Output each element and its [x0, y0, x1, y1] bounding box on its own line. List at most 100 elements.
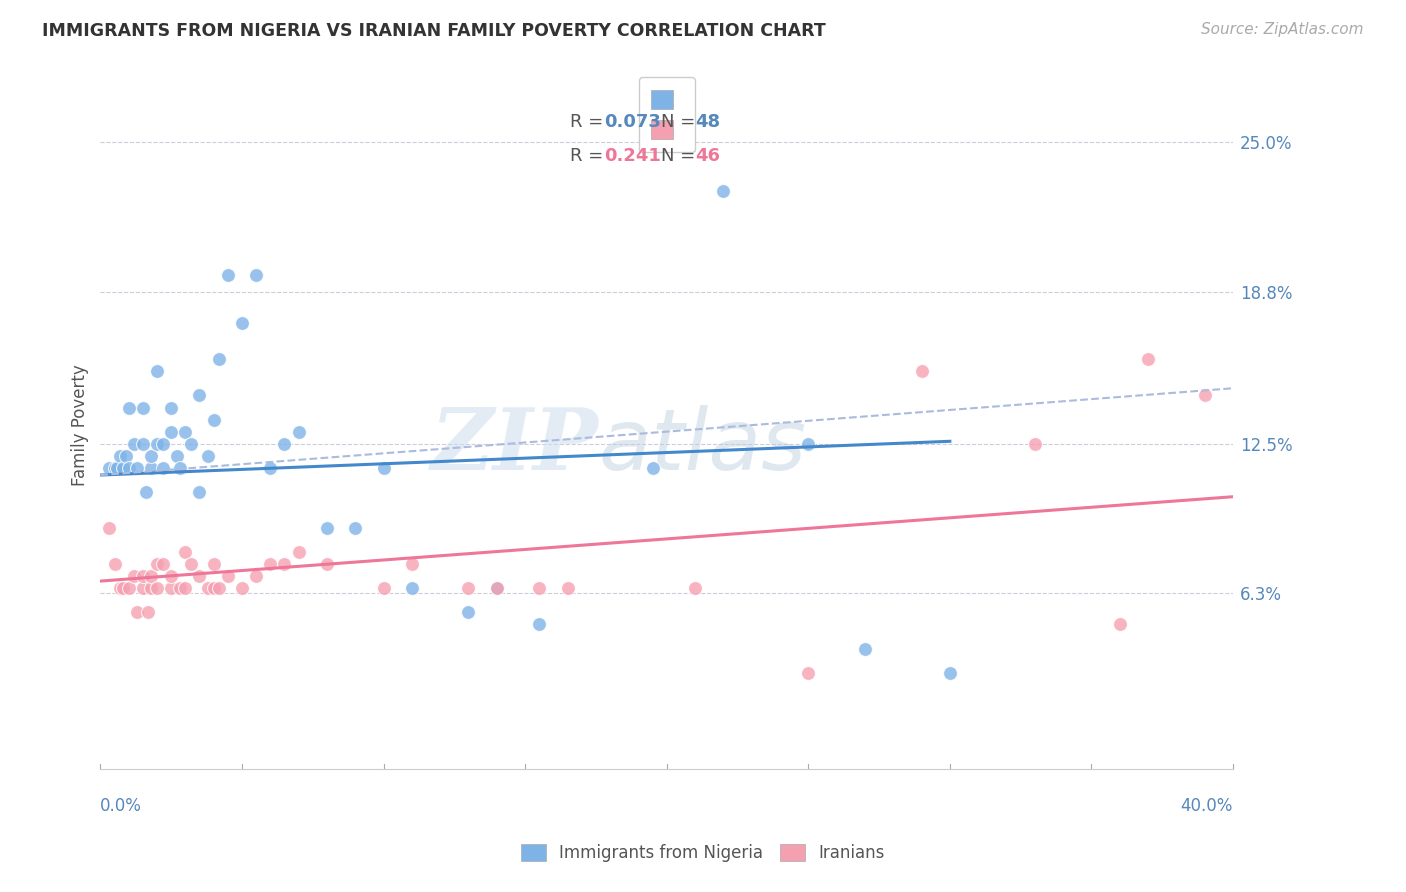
Point [118, 401, 141, 415]
Point [141, 460, 163, 475]
Point [197, 449, 219, 463]
Point [160, 582, 183, 596]
Point [315, 521, 337, 535]
Point [401, 582, 423, 596]
Text: atlas: atlas [599, 405, 807, 488]
Point [529, 582, 551, 596]
Point [683, 582, 706, 596]
Y-axis label: Family Poverty: Family Poverty [72, 365, 89, 486]
Point [124, 436, 146, 450]
Text: Source: ZipAtlas.com: Source: ZipAtlas.com [1201, 22, 1364, 37]
Point [180, 558, 202, 572]
Point [208, 352, 231, 367]
Point [373, 582, 395, 596]
Point [111, 460, 134, 475]
Point [273, 436, 295, 450]
Legend: , : , [638, 78, 695, 153]
Point [124, 569, 146, 583]
Point [132, 436, 155, 450]
Point [202, 582, 225, 596]
Point [132, 401, 155, 415]
Text: IMMIGRANTS FROM NIGERIA VS IRANIAN FAMILY POVERTY CORRELATION CHART: IMMIGRANTS FROM NIGERIA VS IRANIAN FAMIL… [42, 22, 825, 40]
Point [197, 582, 219, 596]
Text: 40.0%: 40.0% [1181, 797, 1233, 814]
Point [202, 412, 225, 426]
Point [641, 460, 664, 475]
Point [401, 558, 423, 572]
Point [174, 545, 197, 559]
Point [217, 569, 239, 583]
Text: R =: R = [571, 113, 609, 131]
Point [97, 521, 120, 535]
Point [103, 558, 125, 572]
Text: R =: R = [571, 147, 609, 165]
Point [152, 558, 174, 572]
Point [169, 582, 191, 596]
Text: 0.241: 0.241 [605, 147, 661, 165]
Point [132, 582, 155, 596]
Point [1137, 352, 1160, 367]
Point [111, 582, 134, 596]
Point [231, 316, 253, 330]
Point [797, 436, 820, 450]
Point [160, 401, 183, 415]
Point [485, 582, 508, 596]
Point [711, 184, 734, 198]
Point [152, 436, 174, 450]
Point [245, 268, 267, 282]
Point [217, 268, 239, 282]
Point [315, 558, 337, 572]
Legend: Immigrants from Nigeria, Iranians: Immigrants from Nigeria, Iranians [513, 836, 893, 871]
Point [188, 388, 211, 402]
Point [174, 582, 197, 596]
Point [180, 436, 202, 450]
Point [910, 364, 932, 378]
Text: 48: 48 [695, 113, 720, 131]
Point [208, 582, 231, 596]
Point [141, 569, 163, 583]
Point [231, 582, 253, 596]
Point [1108, 617, 1130, 632]
Point [169, 460, 191, 475]
Point [105, 460, 128, 475]
Point [160, 425, 183, 439]
Point [152, 460, 174, 475]
Point [132, 569, 155, 583]
Point [457, 582, 479, 596]
Point [287, 425, 309, 439]
Point [188, 569, 211, 583]
Point [97, 460, 120, 475]
Point [259, 460, 281, 475]
Point [146, 364, 169, 378]
Point [457, 606, 479, 620]
Text: 0.073: 0.073 [605, 113, 661, 131]
Point [202, 558, 225, 572]
Point [118, 582, 141, 596]
Point [103, 460, 125, 475]
Point [259, 558, 281, 572]
Point [146, 582, 169, 596]
Point [127, 606, 149, 620]
Point [344, 521, 367, 535]
Point [118, 460, 141, 475]
Point [557, 582, 579, 596]
Text: N =: N = [661, 147, 702, 165]
Point [141, 449, 163, 463]
Point [529, 617, 551, 632]
Point [141, 582, 163, 596]
Point [135, 484, 157, 499]
Point [853, 641, 876, 656]
Point [146, 558, 169, 572]
Point [485, 582, 508, 596]
Point [160, 569, 183, 583]
Point [108, 582, 131, 596]
Point [939, 665, 962, 680]
Point [138, 606, 160, 620]
Text: 46: 46 [695, 147, 720, 165]
Text: ZIP: ZIP [430, 404, 599, 488]
Point [114, 449, 136, 463]
Point [373, 460, 395, 475]
Point [174, 425, 197, 439]
Point [797, 665, 820, 680]
Text: N =: N = [661, 113, 702, 131]
